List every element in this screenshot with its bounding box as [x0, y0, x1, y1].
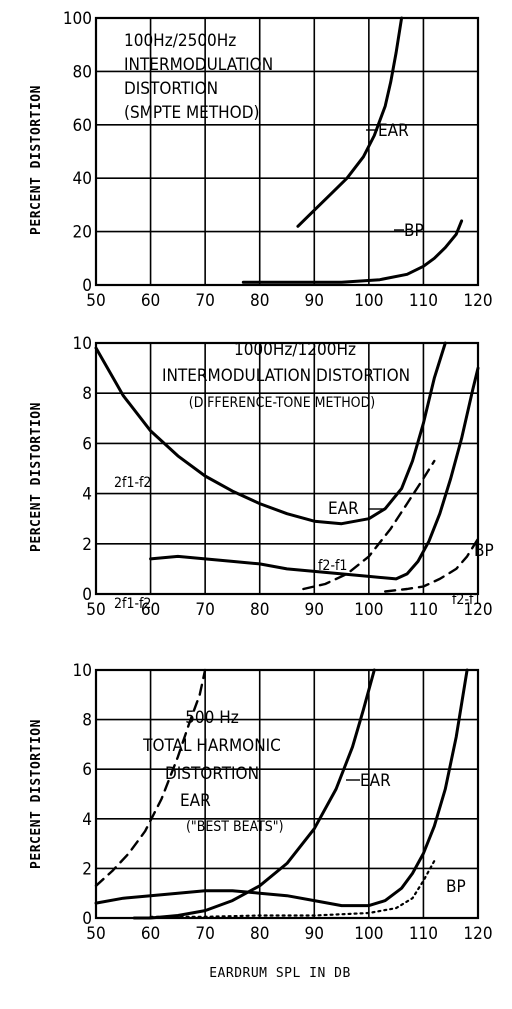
- p1-ytick-80: 80: [73, 62, 92, 82]
- p3-ytick-4: 4: [82, 810, 92, 830]
- p1-series-ear: [296, 16, 404, 228]
- panel-thd: PERCENT DISTORTION 50 60 70 80 90 100 110 120 0 2…: [29, 661, 493, 944]
- panel3-best-beats-label: ("BEST BEATS"): [186, 819, 284, 835]
- panel3-title-line3: DISTORTION: [165, 764, 259, 784]
- p3-ytick-8: 8: [82, 711, 92, 731]
- panel2-title-line2: INTERMODULATION DISTORTION: [162, 366, 410, 386]
- p1-ytick-0: 0: [82, 276, 92, 296]
- p3-xtick-50: 50: [86, 924, 105, 944]
- p2-series-bp-f2-f1: [384, 537, 480, 593]
- p1-xtick-120: 120: [463, 291, 492, 311]
- p3-xtick-110: 110: [409, 924, 438, 944]
- p1-plot-frame: [94, 16, 480, 287]
- p2-xtick-100: 100: [354, 600, 383, 620]
- p2-xtick-60: 60: [141, 600, 160, 620]
- p3-series-ear: [132, 668, 376, 920]
- x-axis-label: EARDRUM SPL IN DB: [209, 966, 351, 981]
- panel1-ylabel: PERCENT DISTORTION: [29, 85, 44, 235]
- panel2-bp-label: BP: [474, 541, 494, 561]
- panel1-bp-label: BP: [404, 221, 424, 241]
- p3-xtick-60: 60: [141, 924, 160, 944]
- p2-xtick-80: 80: [250, 600, 269, 620]
- p1-xtick-80: 80: [250, 291, 269, 311]
- p2-ytick-2: 2: [82, 535, 92, 555]
- panel2-ear-2f1f2-label: 2f1-f2: [114, 475, 151, 491]
- p1-xtick-50: 50: [86, 291, 105, 311]
- p2-xtick-70: 70: [195, 600, 214, 620]
- panel3-ear-bestbeats-label: EAR: [180, 791, 211, 811]
- p2-ytick-10: 10: [73, 334, 92, 354]
- p2-series-bp-2f1-f2: [149, 366, 480, 581]
- panel1-title-line2: INTERMODULATION: [124, 55, 273, 75]
- p1-xtick-90: 90: [305, 291, 324, 311]
- p2-ytick-6: 6: [82, 434, 92, 454]
- p3-series-bp: [94, 668, 469, 908]
- p1-ytick-40: 40: [73, 169, 92, 189]
- panel1-title-line3: DISTORTION: [124, 79, 218, 99]
- p3-xtick-80: 80: [250, 924, 269, 944]
- p2-series-ear-f2-f1: [302, 459, 436, 591]
- panel3-title-line2: TOTAL HARMONIC: [142, 736, 281, 756]
- p1-xtick-100: 100: [354, 291, 383, 311]
- p1-xtick-60: 60: [141, 291, 160, 311]
- p3-ytick-0: 0: [82, 909, 92, 929]
- p3-series-bp-dotted: [149, 859, 436, 918]
- p3-xtick-70: 70: [195, 924, 214, 944]
- p2-series-ear-2f1-f2: [94, 341, 447, 526]
- panel2-title-line3: (DIFFERENCE-TONE METHOD): [189, 395, 375, 411]
- p3-plot-frame: [94, 668, 480, 920]
- panel1-ear-label: EAR: [378, 121, 409, 141]
- panel2-bp-f2f1-label: f2-f1: [452, 592, 481, 608]
- panel3-ylabel: PERCENT DISTORTION: [29, 719, 44, 869]
- panel2-ear-label: EAR: [328, 499, 359, 519]
- panel1-title-line4: (SMPTE METHOD): [124, 103, 259, 123]
- p3-ytick-6: 6: [82, 760, 92, 780]
- p2-ytick-8: 8: [82, 384, 92, 404]
- p3-ytick-10: 10: [73, 661, 92, 681]
- p2-plot-frame: [94, 341, 480, 596]
- panel2-title-line1: 1000Hz/1200Hz: [234, 340, 356, 360]
- p1-xtick-110: 110: [409, 291, 438, 311]
- p2-ytick-0: 0: [82, 585, 92, 605]
- panel-difference-tone: PERCENT DISTORTION 50 60 70 80 90 100 110 120 0 2…: [29, 334, 494, 620]
- p2-xtick-90: 90: [305, 600, 324, 620]
- p1-ytick-100: 100: [63, 9, 92, 29]
- p3-series-ear-best-beats: [94, 668, 207, 887]
- p1-xtick-70: 70: [195, 291, 214, 311]
- panel2-ear-f2f1-label: f2-f1: [318, 558, 347, 574]
- panel2-ylabel: PERCENT DISTORTION: [29, 402, 44, 552]
- p3-xtick-100: 100: [354, 924, 383, 944]
- panel2-bp-2f1f2-label: 2f1-f2: [114, 596, 151, 612]
- p2-xtick-110: 110: [409, 600, 438, 620]
- p3-ytick-2: 2: [82, 859, 92, 879]
- p1-ytick-20: 20: [73, 223, 92, 243]
- p2-xtick-120: 120: [463, 600, 492, 620]
- panel3-bp-label: BP: [446, 877, 466, 897]
- p2-ytick-4: 4: [82, 485, 92, 505]
- p1-series-bp: [241, 219, 464, 284]
- p3-xtick-120: 120: [463, 924, 492, 944]
- panel3-title-line1: 500 Hz: [185, 708, 239, 728]
- panel1-title-line1: 100Hz/2500Hz: [124, 31, 236, 51]
- p1-ytick-60: 60: [73, 116, 92, 136]
- p2-xtick-50: 50: [86, 600, 105, 620]
- panel3-ear-label: EAR: [360, 771, 391, 791]
- panel-smpte: PERCENT DISTORTION 50 60 70 80 90 100 110 120 0 2…: [29, 9, 493, 311]
- p3-xtick-90: 90: [305, 924, 324, 944]
